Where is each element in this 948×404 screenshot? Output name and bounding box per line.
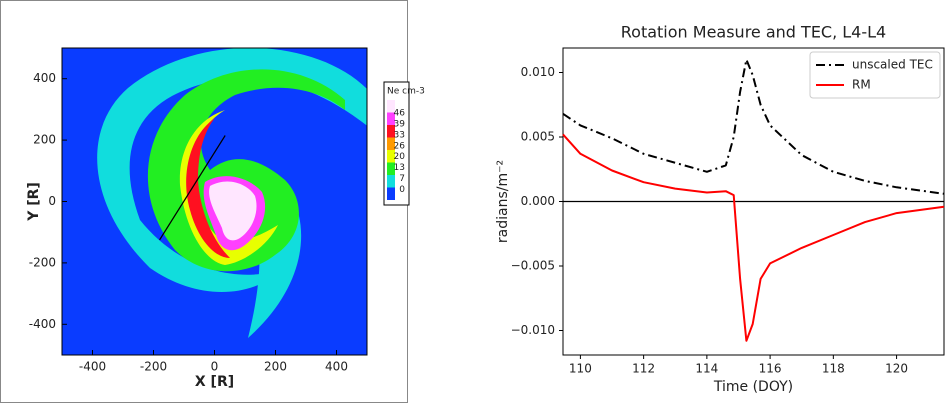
colorbar-label: 26	[394, 141, 406, 151]
x-tick-label: 120	[885, 362, 908, 376]
legend-label: unscaled TEC	[852, 58, 933, 72]
x-tick-label: 118	[822, 362, 845, 376]
cut-line	[159, 135, 226, 241]
series-line	[562, 133, 945, 342]
y-tick-label: 0.000	[521, 194, 555, 208]
colorbar-label: 0	[399, 185, 405, 195]
colorbar-label: 39	[394, 119, 406, 129]
y-tick-label: 0.005	[521, 130, 555, 144]
contour-arm	[97, 48, 367, 292]
x-axis-label: X [R]	[195, 374, 234, 390]
x-tick-label: -400	[79, 360, 106, 374]
colorbar-swatch	[387, 175, 395, 188]
x-tick-label: 110	[569, 362, 592, 376]
x-tick-label: -200	[140, 360, 167, 374]
contour-peak	[209, 181, 257, 241]
x-tick-label: 200	[264, 360, 287, 374]
chart-title: Rotation Measure and TEC, L4-L4	[621, 23, 886, 42]
legend-label: RM	[852, 78, 871, 92]
y-tick-label: -400	[29, 317, 56, 331]
colorbar-label: 46	[394, 108, 406, 118]
x-tick-label: 114	[695, 362, 718, 376]
colorbar-label: 7	[399, 174, 405, 184]
y-tick-label: 0	[48, 194, 56, 208]
x-axis-label: Time (DOY)	[713, 379, 793, 395]
series-line	[562, 58, 945, 195]
colorbar-swatch	[387, 137, 395, 150]
y-tick-label: 200	[33, 133, 56, 147]
x-tick-label: 0	[211, 360, 219, 374]
colorbar-swatch	[387, 162, 395, 175]
colorbar-label: 20	[394, 152, 406, 162]
colorbar-swatch	[387, 187, 395, 200]
y-tick-label: −0.010	[511, 323, 555, 337]
y-axis-label: Y [R]	[26, 182, 42, 222]
colorbar-label: 33	[394, 130, 405, 140]
colorbar-label: 13	[394, 163, 405, 173]
y-tick-label: 0.010	[521, 65, 555, 79]
x-tick-label: 116	[759, 362, 782, 376]
colorbar-swatch	[387, 100, 395, 113]
colorbar-swatch	[387, 125, 395, 138]
y-axis-label: radians/m⁻²	[495, 160, 511, 243]
contour-band	[186, 118, 230, 258]
x-tick-label: 400	[325, 360, 348, 374]
colorbar-swatch	[387, 150, 395, 163]
contour-plot	[62, 48, 367, 355]
y-tick-label: 400	[33, 71, 56, 85]
y-tick-label: -200	[29, 255, 56, 269]
colorbar-title: Ne cm-3	[387, 87, 425, 97]
y-tick-label: −0.005	[511, 258, 555, 272]
colorbar-swatch	[387, 112, 395, 125]
legend-box	[809, 51, 941, 99]
x-tick-label: 112	[632, 362, 655, 376]
